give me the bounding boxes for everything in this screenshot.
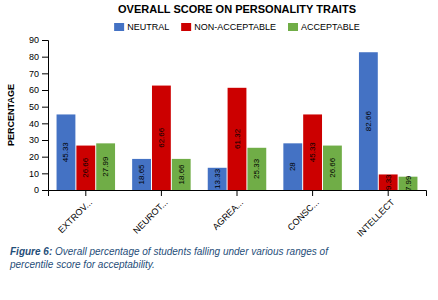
y-axis: 0 10 20 30 40 50 60 70 80 90 — [29, 35, 49, 195]
y-tick-label: 40 — [29, 119, 39, 129]
x-tick-mark — [237, 190, 238, 196]
y-tick-label: 10 — [29, 169, 39, 179]
y-tick-mark — [42, 107, 48, 108]
y-tick-label: 70 — [29, 69, 39, 79]
y-tick: 50 — [29, 102, 48, 112]
y-tick-label: 60 — [29, 85, 39, 95]
y-tick: 60 — [29, 85, 48, 95]
y-tick: 80 — [29, 52, 48, 62]
x-axis-line — [49, 191, 427, 197]
bar — [283, 143, 302, 190]
y-label: PERCENTAGE — [6, 84, 16, 146]
bar — [96, 143, 115, 190]
legend-label: NON-ACCEPTABLE — [194, 22, 276, 32]
x-tick-label: AGREA... — [211, 197, 246, 232]
y-tick-mark — [42, 157, 48, 158]
legend-swatch — [114, 23, 124, 31]
bar — [57, 114, 76, 190]
data-label: 61.32 — [233, 128, 242, 149]
y-tick-mark — [42, 90, 48, 91]
x-tick-mark — [161, 190, 162, 196]
y-tick: 0 — [34, 185, 48, 195]
data-label: 25.33 — [252, 158, 261, 179]
y-tick-mark — [42, 173, 48, 174]
bar — [132, 159, 151, 190]
bar — [76, 146, 95, 190]
bar — [379, 174, 398, 190]
bar — [208, 168, 227, 190]
data-label: 26.66 — [81, 157, 90, 178]
bar — [228, 88, 247, 190]
bar — [172, 159, 191, 190]
y-tick: 40 — [29, 119, 48, 129]
x-tick-label: EXTROV... — [56, 197, 94, 235]
bar — [247, 148, 266, 190]
x-tick: NEUROT... — [131, 190, 170, 236]
bar — [303, 114, 322, 190]
y-tick: 30 — [29, 135, 48, 145]
y-tick-label: 30 — [29, 135, 39, 145]
y-tick-mark — [42, 123, 48, 124]
x-tick-label: CONSC... — [286, 197, 321, 232]
data-label: 13.33 — [213, 168, 222, 189]
y-tick-label: 20 — [29, 152, 39, 162]
y-tick: 20 — [29, 152, 48, 162]
x-tick: INTELLECT — [355, 190, 397, 239]
title: OVERALL SCORE ON PERSONALITY TRAITS — [118, 3, 356, 15]
data-label: 9.33 — [384, 174, 393, 190]
data-label: 82.66 — [364, 111, 373, 132]
legend-item: NEUTRAL — [114, 22, 169, 32]
x-tick-mark — [312, 190, 313, 196]
x-tick-mark — [85, 190, 86, 196]
data-label: 18.65 — [137, 164, 146, 185]
legend-swatch — [288, 23, 298, 31]
data-label: 45.33 — [61, 142, 70, 163]
y-axis-line — [42, 41, 49, 191]
y-tick-mark — [42, 40, 48, 41]
data-label: 62.66 — [157, 127, 166, 148]
x-tick: CONSC... — [286, 190, 321, 233]
data-label: 7.99 — [404, 175, 413, 191]
y-tick-mark — [42, 73, 48, 74]
y-tick: 90 — [29, 35, 48, 45]
data-label: 18.66 — [177, 164, 186, 185]
data-label: 28 — [288, 162, 297, 171]
y-tick-label: 90 — [29, 35, 39, 45]
bar — [359, 52, 378, 190]
legend-label: ACCEPTABLE — [301, 22, 360, 32]
chart: 0 10 20 30 40 50 60 70 80 90 EXTROV... NEUROT... AGR… — [0, 0, 438, 300]
y-tick-label: 50 — [29, 102, 39, 112]
bars — [57, 52, 418, 190]
data-label: 26.66 — [328, 157, 337, 178]
bar — [152, 86, 171, 190]
y-tick-mark — [42, 57, 48, 58]
data-label: 27.99 — [101, 156, 110, 177]
x-tick: AGREA... — [211, 190, 246, 232]
series — [96, 143, 417, 190]
bar — [323, 146, 342, 190]
y-tick-mark — [42, 140, 48, 141]
data-labels: 45.33 18.65 13.33 28 82.66 26.66 62.66 61.32 45.… — [61, 111, 412, 192]
y-tick-mark — [42, 190, 48, 191]
y-tick: 10 — [29, 169, 48, 179]
x-tick-label: NEUROT... — [131, 197, 170, 236]
series — [57, 52, 378, 190]
data-label: 45.33 — [308, 142, 317, 163]
plot: 0 10 20 30 40 50 60 70 80 90 EXTROV... NEUROT... AGR… — [29, 35, 427, 238]
legend-item: NON-ACCEPTABLE — [181, 22, 276, 32]
legend-item: ACCEPTABLE — [288, 22, 360, 32]
legend: NEUTRAL NON-ACCEPTABLE ACCEPTABLE — [114, 22, 360, 32]
x-tick-label: INTELLECT — [355, 197, 397, 239]
y-tick-label: 80 — [29, 52, 39, 62]
y-tick: 70 — [29, 69, 48, 79]
legend-swatch — [181, 23, 191, 31]
caption: Figure 6: Overall percentage of students… — [9, 246, 329, 270]
y-tick-label: 0 — [34, 185, 39, 195]
legend-label: NEUTRAL — [127, 22, 169, 32]
x-tick: EXTROV... — [56, 190, 94, 235]
x-axis: EXTROV... NEUROT... AGREA... CONSC... INTELL… — [49, 190, 427, 239]
series — [76, 86, 397, 190]
